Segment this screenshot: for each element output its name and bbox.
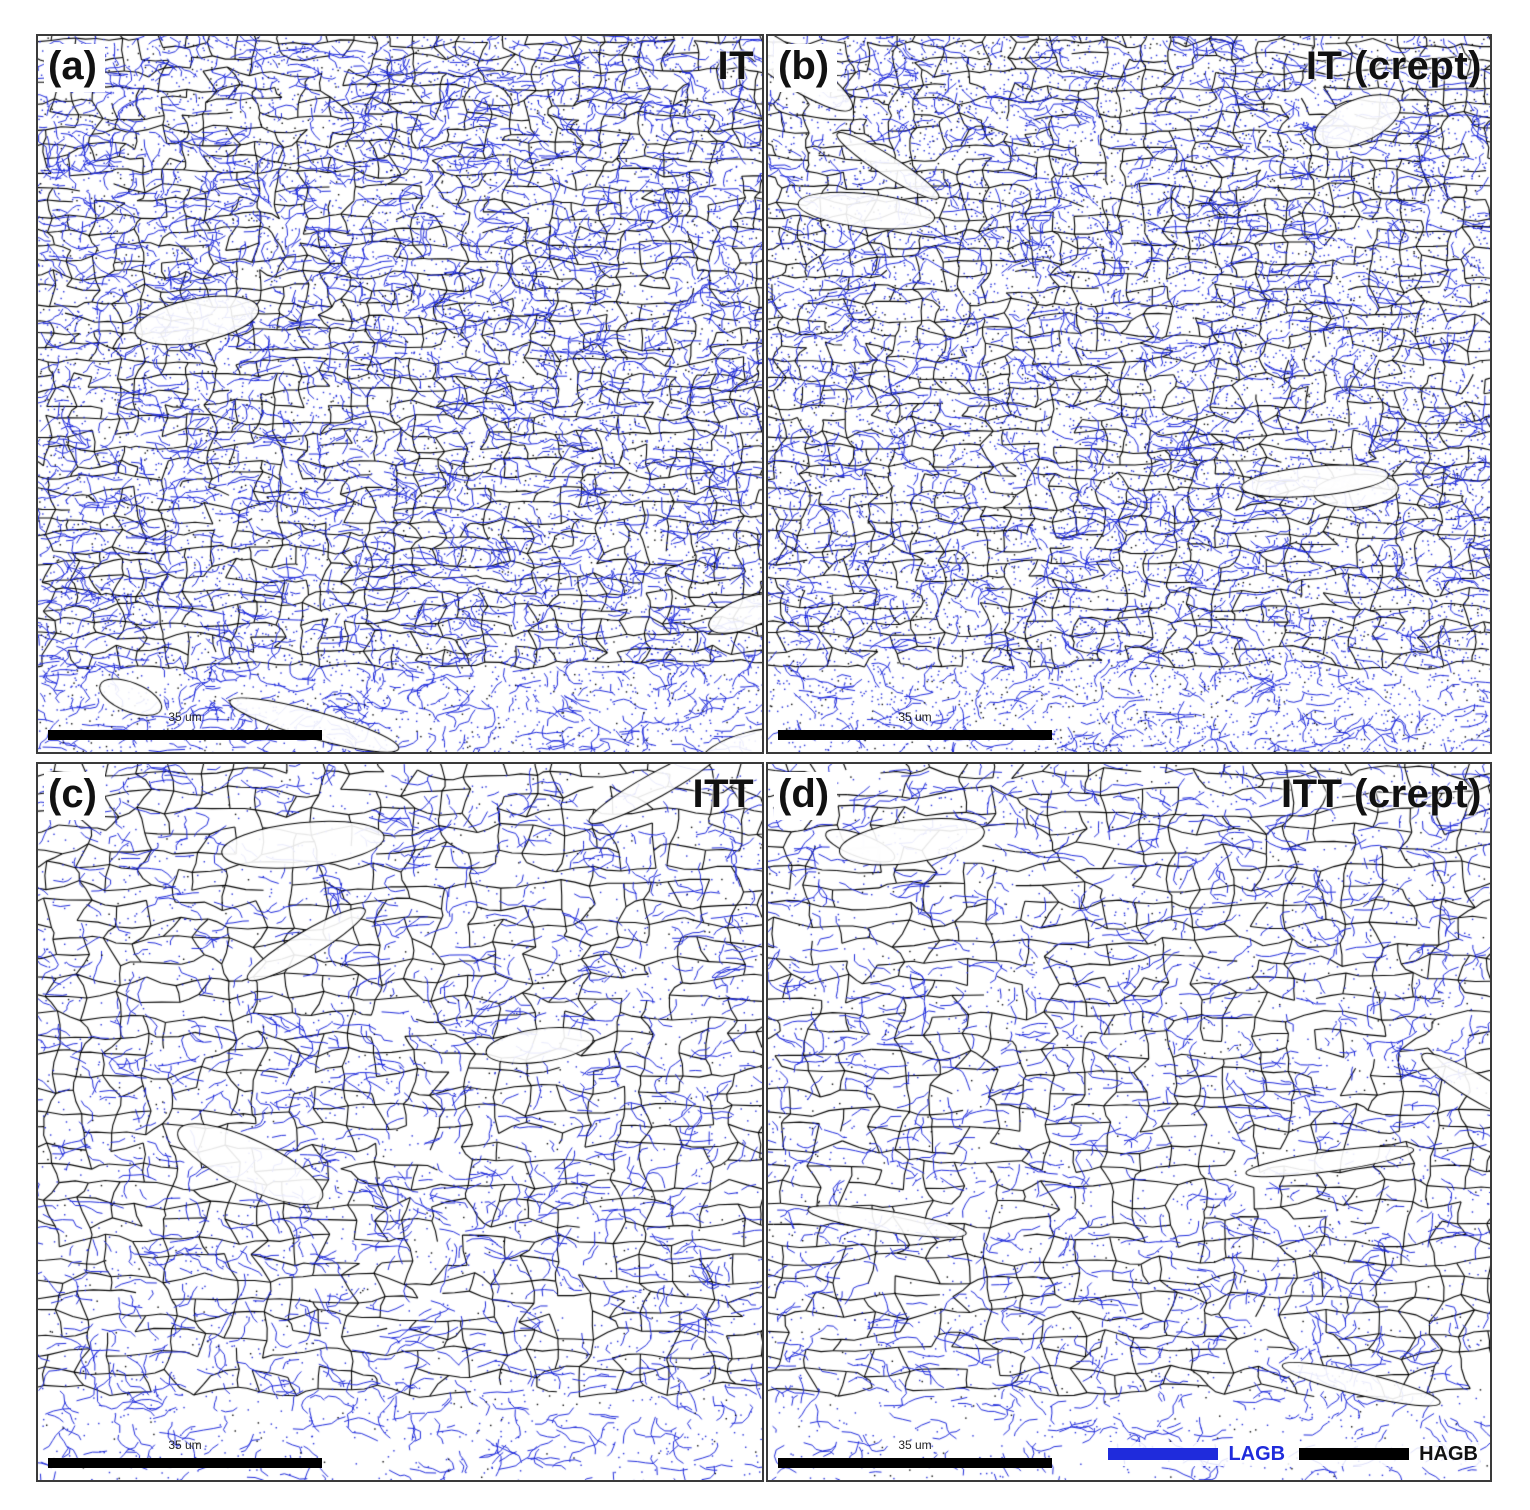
panel-letter-a: (a) bbox=[44, 44, 105, 92]
scale-bar-line-d bbox=[778, 1458, 1052, 1468]
scale-bar-c: 35 um bbox=[48, 1438, 322, 1470]
panel-title-c: ITT bbox=[692, 772, 754, 816]
panel-b: (b) IT (crept) 35 um bbox=[766, 34, 1492, 754]
scale-bar-label-b: 35 um bbox=[898, 710, 932, 724]
scale-bar-a: 35 um bbox=[48, 710, 322, 742]
panel-title-b: IT (crept) bbox=[1305, 44, 1482, 88]
panel-letter-b: (b) bbox=[774, 44, 838, 92]
scale-bar-b: 35 um bbox=[778, 710, 1052, 742]
panel-d: (d) ITT (crept) 35 um LAGB HAGB bbox=[766, 762, 1492, 1482]
scale-bar-label-c: 35 um bbox=[168, 1438, 202, 1452]
lagb-swatch bbox=[1108, 1448, 1219, 1460]
scale-bar-label-d: 35 um bbox=[898, 1438, 932, 1452]
panel-c: (c) ITT 35 um bbox=[36, 762, 764, 1482]
ebsd-map-d bbox=[768, 764, 1490, 1480]
scale-bar-line-b bbox=[778, 730, 1052, 740]
panel-a: (a) IT 35 um bbox=[36, 34, 764, 754]
ebsd-map-c bbox=[38, 764, 762, 1480]
panel-title-a: IT bbox=[717, 44, 754, 88]
scale-bar-d: 35 um bbox=[778, 1438, 1052, 1470]
lagb-label: LAGB bbox=[1228, 1443, 1286, 1465]
hagb-label: HAGB bbox=[1419, 1443, 1478, 1465]
scale-bar-line-c bbox=[48, 1458, 322, 1468]
boundary-legend: LAGB HAGB bbox=[1106, 1442, 1480, 1466]
scale-bar-label-a: 35 um bbox=[168, 710, 202, 724]
panel-letter-c: (c) bbox=[44, 772, 105, 820]
panel-title-d: ITT (crept) bbox=[1280, 772, 1482, 816]
panel-letter-d: (d) bbox=[774, 772, 838, 820]
hagb-swatch bbox=[1299, 1448, 1410, 1460]
ebsd-map-b bbox=[768, 36, 1490, 752]
scale-bar-line-a bbox=[48, 730, 322, 740]
ebsd-map-a bbox=[38, 36, 762, 752]
